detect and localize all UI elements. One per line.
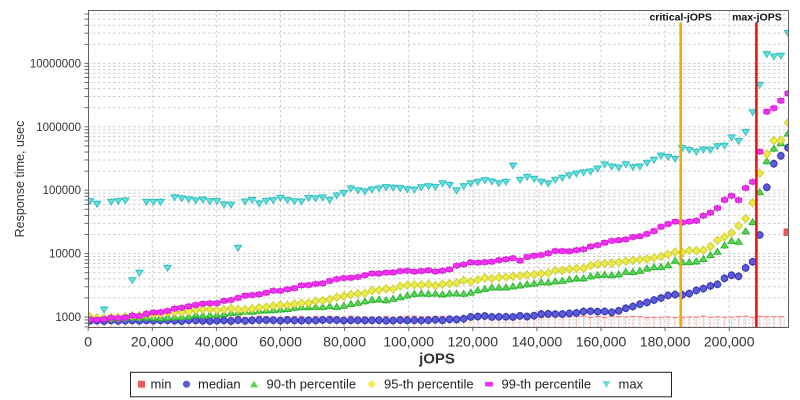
svg-text:100,000: 100,000 <box>383 333 434 349</box>
svg-text:max-jOPS: max-jOPS <box>732 11 782 23</box>
svg-text:20,000: 20,000 <box>131 333 174 349</box>
svg-text:Response time, usec: Response time, usec <box>13 121 27 238</box>
svg-text:critical-jOPS: critical-jOPS <box>649 11 711 23</box>
svg-text:1000000: 1000000 <box>36 122 81 134</box>
svg-text:95-th percentile: 95-th percentile <box>384 377 474 392</box>
svg-text:100000: 100000 <box>43 185 81 197</box>
svg-text:0: 0 <box>84 333 92 349</box>
svg-text:160,000: 160,000 <box>576 333 627 349</box>
svg-text:40,000: 40,000 <box>195 333 238 349</box>
svg-text:60,000: 60,000 <box>259 333 302 349</box>
svg-text:10000: 10000 <box>49 249 81 261</box>
svg-text:140,000: 140,000 <box>512 333 563 349</box>
svg-text:200,000: 200,000 <box>704 333 755 349</box>
svg-text:120,000: 120,000 <box>447 333 498 349</box>
svg-text:99-th percentile: 99-th percentile <box>502 377 592 392</box>
svg-text:min: min <box>151 377 172 392</box>
svg-text:max: max <box>619 377 644 392</box>
svg-text:jOPS: jOPS <box>418 351 455 368</box>
svg-text:90-th percentile: 90-th percentile <box>267 377 357 392</box>
svg-text:median: median <box>198 377 241 392</box>
svg-text:180,000: 180,000 <box>640 333 691 349</box>
svg-text:80,000: 80,000 <box>323 333 366 349</box>
svg-text:10000000: 10000000 <box>30 58 81 70</box>
svg-text:1000: 1000 <box>55 312 81 324</box>
